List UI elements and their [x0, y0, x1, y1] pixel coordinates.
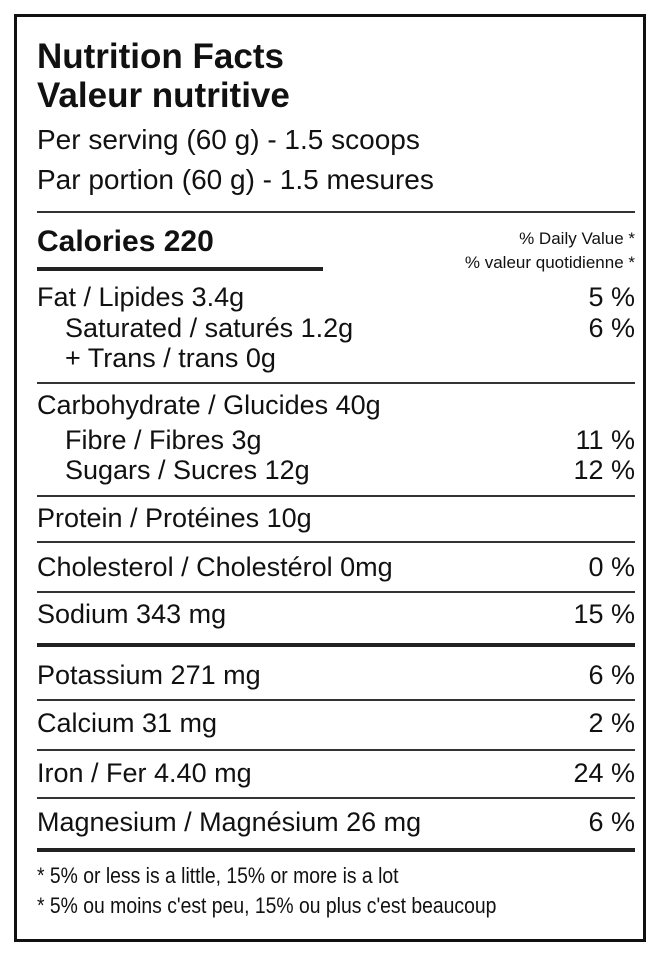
carbohydrate-label: Carbohydrate / Glucides 40g [37, 390, 381, 420]
fat-dv: 5 % [588, 282, 635, 312]
footnote-fr: * 5% ou moins c'est peu, 15% ou plus c'e… [37, 893, 497, 918]
fibre-dv: 11 % [575, 425, 635, 455]
sodium-label: Sodium 343 mg [37, 599, 227, 629]
divider [37, 797, 635, 799]
magnesium-label: Magnesium / Magnésium 26 mg [37, 807, 422, 837]
divider [37, 541, 635, 543]
sugars-dv: 12 % [573, 455, 635, 485]
magnesium-dv: 6 % [588, 807, 635, 837]
serving-size-en: Per serving (60 g) - 1.5 scoops [37, 124, 420, 155]
divider [37, 749, 635, 751]
protein-label: Protein / Protéines 10g [37, 503, 312, 533]
saturated-dv: 6 % [588, 313, 635, 343]
daily-value-header-en: % Daily Value * [519, 229, 635, 248]
footnote-en: * 5% or less is a little, 15% or more is… [37, 863, 399, 888]
fibre-label: Fibre / Fibres 3g [65, 425, 262, 455]
cholesterol-dv: 0 % [588, 552, 635, 582]
divider [37, 495, 635, 497]
calcium-dv: 2 % [588, 708, 635, 738]
trans-label: + Trans / trans 0g [65, 343, 276, 373]
iron-label: Iron / Fer 4.40 mg [37, 758, 252, 788]
title-en: Nutrition Facts [37, 37, 284, 76]
calories-bar [37, 267, 323, 271]
saturated-label: Saturated / saturés 1.2g [65, 313, 354, 343]
divider [37, 382, 635, 384]
nutrition-facts-panel: Nutrition Facts Valeur nutritive Per ser… [14, 14, 646, 942]
sugars-label: Sugars / Sucres 12g [65, 455, 310, 485]
potassium-label: Potassium 271 mg [37, 660, 261, 690]
thick-divider [37, 643, 635, 647]
divider [37, 699, 635, 701]
title-fr: Valeur nutritive [37, 76, 290, 115]
divider [37, 591, 635, 593]
calories: Calories 220 [37, 225, 214, 258]
divider [37, 211, 635, 213]
sodium-dv: 15 % [573, 599, 635, 629]
thick-divider [37, 848, 635, 852]
fat-label: Fat / Lipides 3.4g [37, 282, 245, 312]
daily-value-header-fr: % valeur quotidienne * [464, 253, 635, 272]
cholesterol-label: Cholesterol / Cholestérol 0mg [37, 552, 393, 582]
serving-size-fr: Par portion (60 g) - 1.5 mesures [37, 164, 434, 195]
iron-dv: 24 % [573, 758, 635, 788]
potassium-dv: 6 % [588, 660, 635, 690]
calcium-label: Calcium 31 mg [37, 708, 218, 738]
